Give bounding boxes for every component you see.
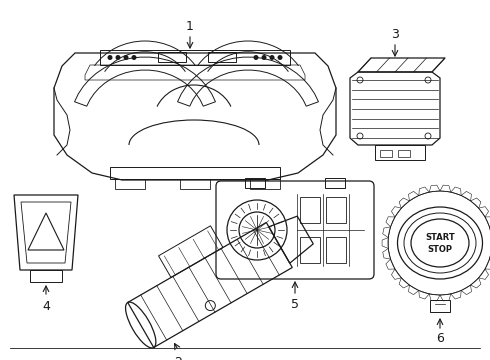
Bar [158,52,186,62]
Bar [208,52,236,62]
Circle shape [262,55,267,60]
Bar [326,237,346,263]
Bar [325,178,345,188]
Circle shape [107,55,113,60]
Bar [245,178,265,188]
Text: STOP: STOP [427,246,452,255]
Bar [300,237,320,263]
Bar [180,179,210,189]
Text: 6: 6 [436,333,444,346]
Bar [110,167,280,179]
Text: 5: 5 [291,297,299,310]
Bar [380,150,392,157]
Bar [115,179,145,189]
Text: 3: 3 [391,27,399,40]
Bar [300,197,320,223]
Circle shape [116,55,121,60]
Circle shape [277,55,283,60]
Bar [30,270,62,282]
Bar [250,179,280,189]
Bar [375,145,425,160]
Circle shape [131,55,137,60]
Bar [326,197,346,223]
Text: 2: 2 [174,356,182,360]
Text: 4: 4 [42,301,50,314]
Bar [100,50,290,65]
Circle shape [253,55,259,60]
Circle shape [123,55,128,60]
Bar [430,300,450,312]
Text: 1: 1 [186,19,194,32]
Bar [398,150,410,157]
Circle shape [270,55,274,60]
Text: START: START [425,233,455,242]
